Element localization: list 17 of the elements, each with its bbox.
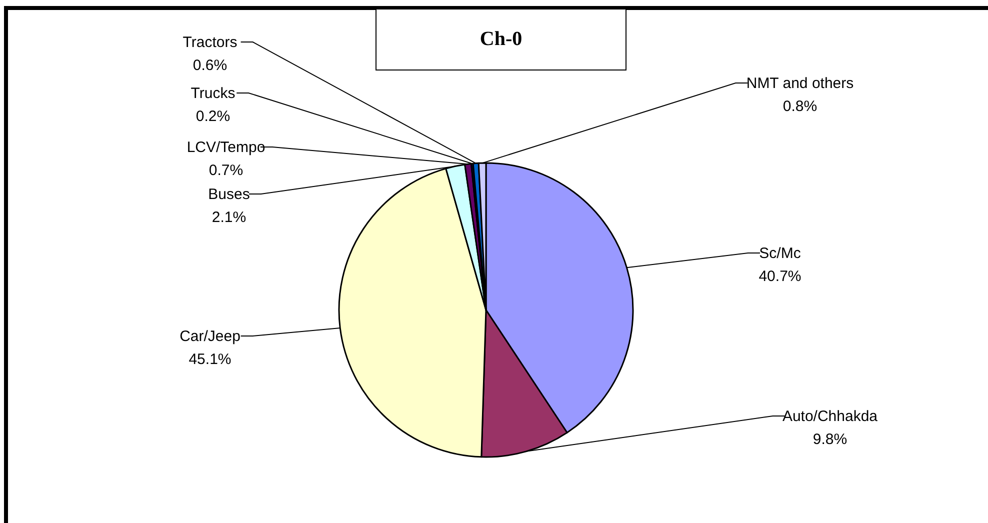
slice-label: Car/Jeep (180, 328, 240, 345)
data-label: 0.6% (192, 57, 228, 74)
slice-label: Sc/Mc (759, 245, 802, 262)
data-label: 9.8% (812, 431, 848, 448)
data-label: 45.1% (188, 351, 232, 368)
slice-label: Tractors (182, 34, 238, 51)
slice-label: LCV/Tempo (186, 139, 266, 156)
slice-label: NMT and others (746, 75, 854, 92)
data-label: 40.7% (758, 268, 802, 285)
slice-label: Buses (208, 186, 250, 203)
data-label: 2.1% (212, 209, 246, 226)
chart-title: Ch-0 (480, 28, 522, 50)
data-label: 0.7% (208, 162, 244, 179)
data-label: 0.8% (782, 98, 818, 115)
data-label: 0.2% (196, 108, 230, 125)
slice-label: Auto/Chhakda (782, 408, 878, 425)
slice-label: Trucks (190, 85, 236, 102)
